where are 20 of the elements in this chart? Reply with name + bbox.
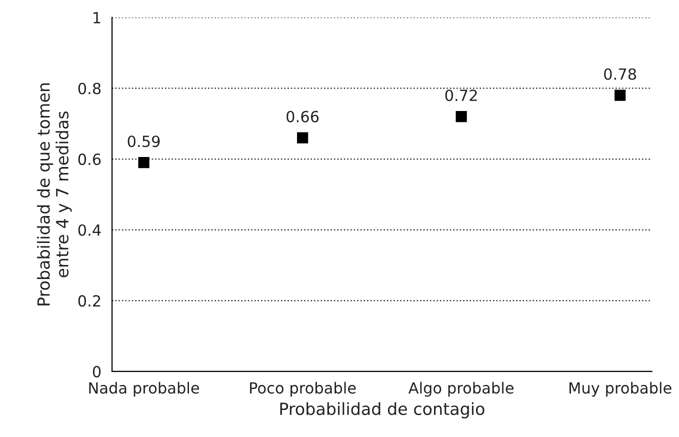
point — [297, 132, 308, 144]
data-label: 0.72 — [445, 90, 477, 102]
x-tick-label: Poco probable — [250, 382, 356, 397]
x-axis-title: Probabilidad de contagio — [280, 402, 484, 418]
data-label: 0.59 — [128, 136, 160, 148]
y-tick-label: 0.8 — [78, 82, 101, 94]
x-tick-label: Muy probable — [570, 382, 672, 397]
x-tick-label: Nada probable — [89, 382, 200, 397]
point — [138, 157, 150, 168]
y-tick-label: 0 — [92, 366, 101, 378]
data-label: 0.66 — [286, 110, 319, 122]
x-tick-label: Algo probable — [408, 382, 514, 397]
y-tick-label: 0.6 — [78, 154, 101, 166]
y-tick-label: 1 — [94, 12, 100, 24]
y-axis-title: Probabilidad de que tomen entre 4 y 7 medidas — [36, 83, 72, 306]
data-label: 0.78 — [604, 68, 636, 80]
y-tick-label: 0.2 — [78, 295, 100, 307]
point — [456, 111, 467, 122]
y-tick-label: 0.4 — [78, 224, 101, 236]
point — [614, 90, 626, 101]
